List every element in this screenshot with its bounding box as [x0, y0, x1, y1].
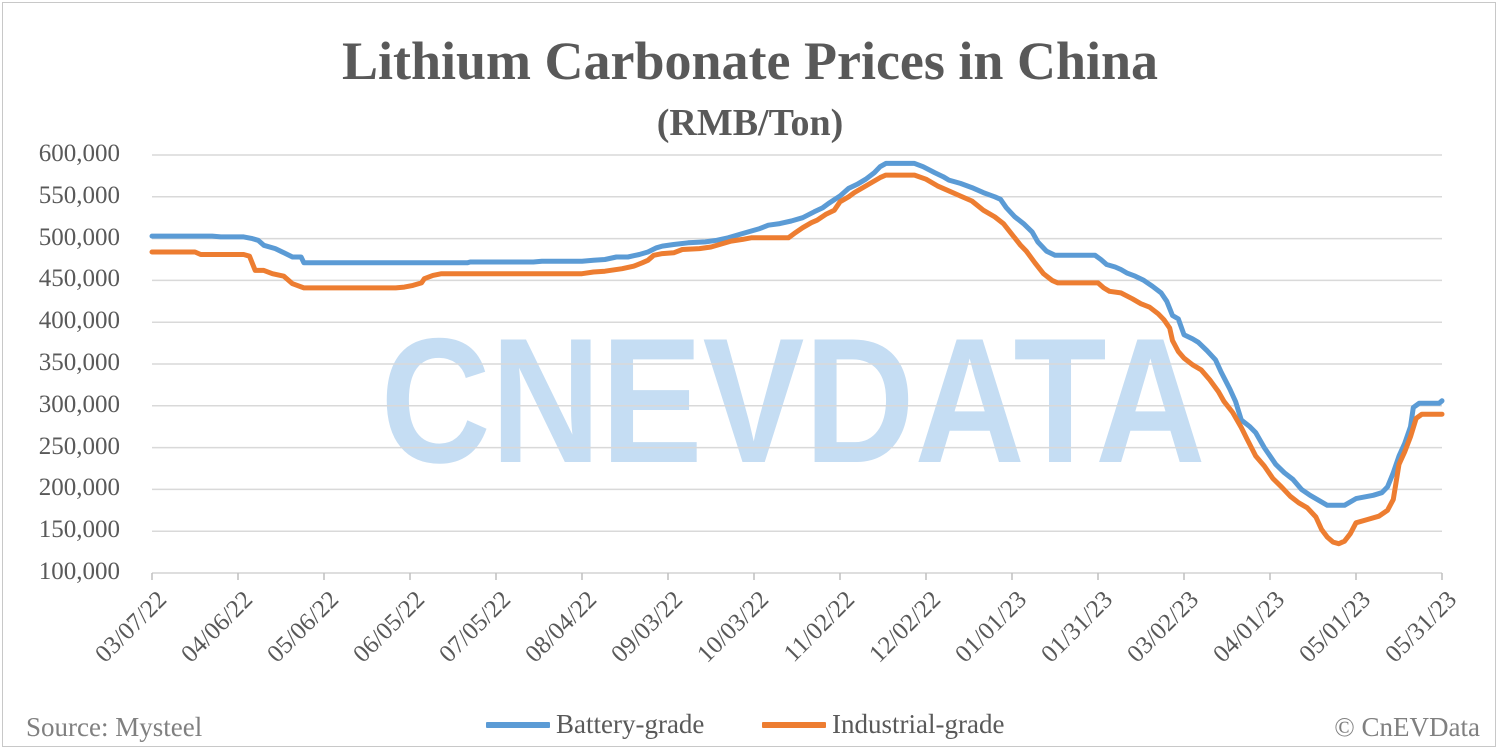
x-tick-label: 10/03/22	[692, 586, 774, 668]
legend-label-battery-grade: Battery-grade	[556, 709, 705, 739]
y-tick-label: 250,000	[38, 432, 120, 460]
x-tick-label: 04/01/23	[1208, 586, 1290, 668]
x-tick-label: 01/01/23	[950, 586, 1032, 668]
series-lines	[149, 160, 1445, 547]
legend-swatch-battery-grade	[486, 722, 550, 728]
chart-title: Lithium Carbonate Prices in China	[341, 31, 1159, 91]
x-tick-label: 05/31/23	[1380, 586, 1462, 668]
x-tick-label: 05/01/23	[1294, 586, 1376, 668]
x-tick-label: 05/06/22	[262, 586, 344, 668]
y-tick-label: 150,000	[38, 516, 120, 544]
chart-subtitle: (RMB/Ton)	[656, 102, 844, 144]
x-tick-label: 03/02/23	[1122, 586, 1204, 668]
y-tick-label: 550,000	[38, 181, 120, 209]
y-tick-label: 100,000	[38, 558, 120, 585]
y-tick-label: 300,000	[38, 390, 120, 418]
y-tick-label: 450,000	[38, 265, 120, 293]
series-line-industrial-grade	[149, 172, 1445, 547]
x-tick-label: 08/04/22	[520, 586, 602, 668]
x-tick-label: 01/31/23	[1036, 586, 1118, 668]
x-tick-label: 11/02/22	[779, 586, 860, 667]
x-tick-label: 12/02/22	[864, 586, 946, 668]
x-tick-label: 07/05/22	[434, 586, 516, 668]
copyright-note: © CnEVData	[1334, 712, 1480, 742]
x-axis: 03/07/22 04/06/22 05/06/22 06/05/22 07/05/22…	[90, 572, 1462, 668]
x-tick-label: 06/05/22	[348, 586, 430, 668]
x-tick-label: 04/06/22	[176, 586, 258, 668]
y-tick-label: 400,000	[38, 307, 120, 335]
watermark: CNEVDATA	[381, 301, 1206, 500]
y-tick-label: 500,000	[38, 223, 120, 251]
y-tick-label: 350,000	[38, 349, 120, 376]
x-tick-label: 03/07/22	[90, 586, 172, 668]
legend-label-industrial-grade: Industrial-grade	[832, 709, 1005, 739]
series-line-battery-grade	[149, 160, 1445, 508]
x-tick-label: 09/03/22	[606, 586, 688, 668]
y-tick-label: 200,000	[38, 474, 120, 502]
source-note: Source: Mysteel	[26, 712, 203, 742]
y-tick-label: 600,000	[38, 140, 120, 167]
legend-swatch-industrial-grade	[762, 722, 826, 728]
